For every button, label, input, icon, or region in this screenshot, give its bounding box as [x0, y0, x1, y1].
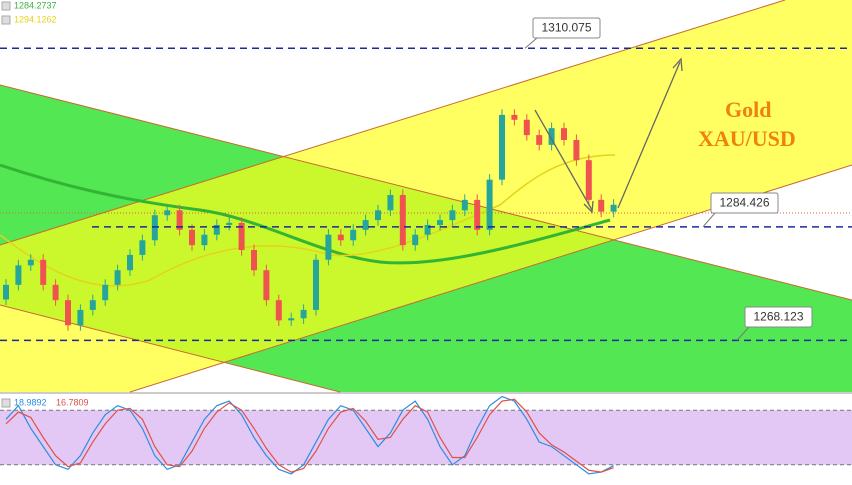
candle-body	[313, 259, 319, 310]
candle-body	[449, 210, 456, 221]
candle-body	[65, 300, 71, 326]
candle-body	[40, 259, 47, 285]
candle-body	[102, 284, 109, 301]
candle-body	[486, 179, 493, 230]
candle-body	[139, 240, 146, 255]
candle-body	[127, 254, 133, 271]
candle-body	[27, 259, 34, 266]
candle-body	[77, 309, 84, 326]
candle-body	[325, 234, 332, 260]
legend-value: 1294.1262	[14, 14, 57, 24]
candle-body	[350, 229, 357, 241]
candle-body	[461, 199, 468, 211]
candle-body	[3, 284, 9, 300]
annotation-title: Gold	[725, 97, 771, 122]
oscillator-line	[5, 395, 614, 475]
channel-edge	[0, 84, 852, 301]
background	[0, 0, 852, 394]
candle-body	[275, 300, 282, 321]
candle-body	[610, 204, 617, 212]
arrow-head	[583, 200, 594, 214]
level-label: 1284.426	[719, 196, 769, 210]
level-label: 1268.123	[753, 310, 803, 324]
channel-edge	[0, 0, 786, 246]
candle-body	[114, 270, 121, 285]
candle-body	[288, 318, 295, 321]
arrow-head	[672, 57, 683, 72]
candle-body	[598, 199, 605, 212]
candle-body	[424, 224, 431, 235]
legend-icon	[1, 1, 11, 11]
candle-body	[387, 195, 394, 211]
marks: 1310.075 1284.426 1268.123 1284.2737 1294.12…	[0, 0, 852, 475]
candle-body	[251, 250, 257, 271]
candle-body	[238, 222, 245, 251]
oscillator-line	[5, 398, 614, 473]
candle-body	[548, 128, 555, 145]
moving-average	[0, 163, 611, 265]
candle-body	[536, 135, 543, 145]
legend-value: 16.7809	[56, 397, 89, 407]
candle-body	[585, 160, 592, 200]
arrows	[534, 57, 683, 214]
candle-body	[499, 114, 505, 180]
legend-icon	[1, 15, 11, 25]
candle-body	[189, 229, 195, 246]
candle-body	[523, 119, 530, 136]
level-label: 1310.075	[541, 21, 591, 35]
candle-body	[561, 128, 567, 140]
candle-body	[164, 210, 171, 216]
level-label-box	[710, 192, 779, 214]
candle-body	[15, 265, 22, 285]
candle-body	[474, 199, 481, 230]
candle-body	[213, 224, 220, 235]
candle-body	[300, 309, 307, 319]
candle-body	[263, 270, 270, 301]
candle-body	[151, 215, 158, 241]
arrow	[534, 109, 593, 211]
channel-edge	[0, 304, 341, 393]
candle-body	[437, 220, 443, 225]
candle-body	[337, 234, 344, 241]
yellow-channel	[0, 0, 852, 392]
arrow	[617, 61, 681, 209]
label-connector	[702, 212, 716, 228]
candle-body	[362, 220, 369, 230]
candle-body	[412, 234, 419, 246]
legend-icon	[1, 398, 11, 408]
candle-body	[375, 210, 381, 221]
level-label-box	[744, 306, 813, 328]
label-connector	[736, 326, 750, 341]
candle-body	[573, 139, 580, 161]
candle-body	[511, 114, 518, 120]
legend-value: 18.9892	[14, 397, 47, 407]
legend-value: 1284.2737	[14, 0, 57, 10]
candle-body	[399, 195, 406, 246]
candle-body	[226, 222, 233, 225]
annotation-subtitle: XAU/USD	[698, 126, 796, 151]
candle-body	[201, 234, 208, 246]
candle-body	[176, 210, 183, 230]
band-fill	[0, 410, 852, 465]
candle-body	[52, 284, 59, 301]
level-label-box	[532, 17, 601, 39]
label-connector	[524, 37, 538, 49]
candle-body	[89, 300, 96, 310]
